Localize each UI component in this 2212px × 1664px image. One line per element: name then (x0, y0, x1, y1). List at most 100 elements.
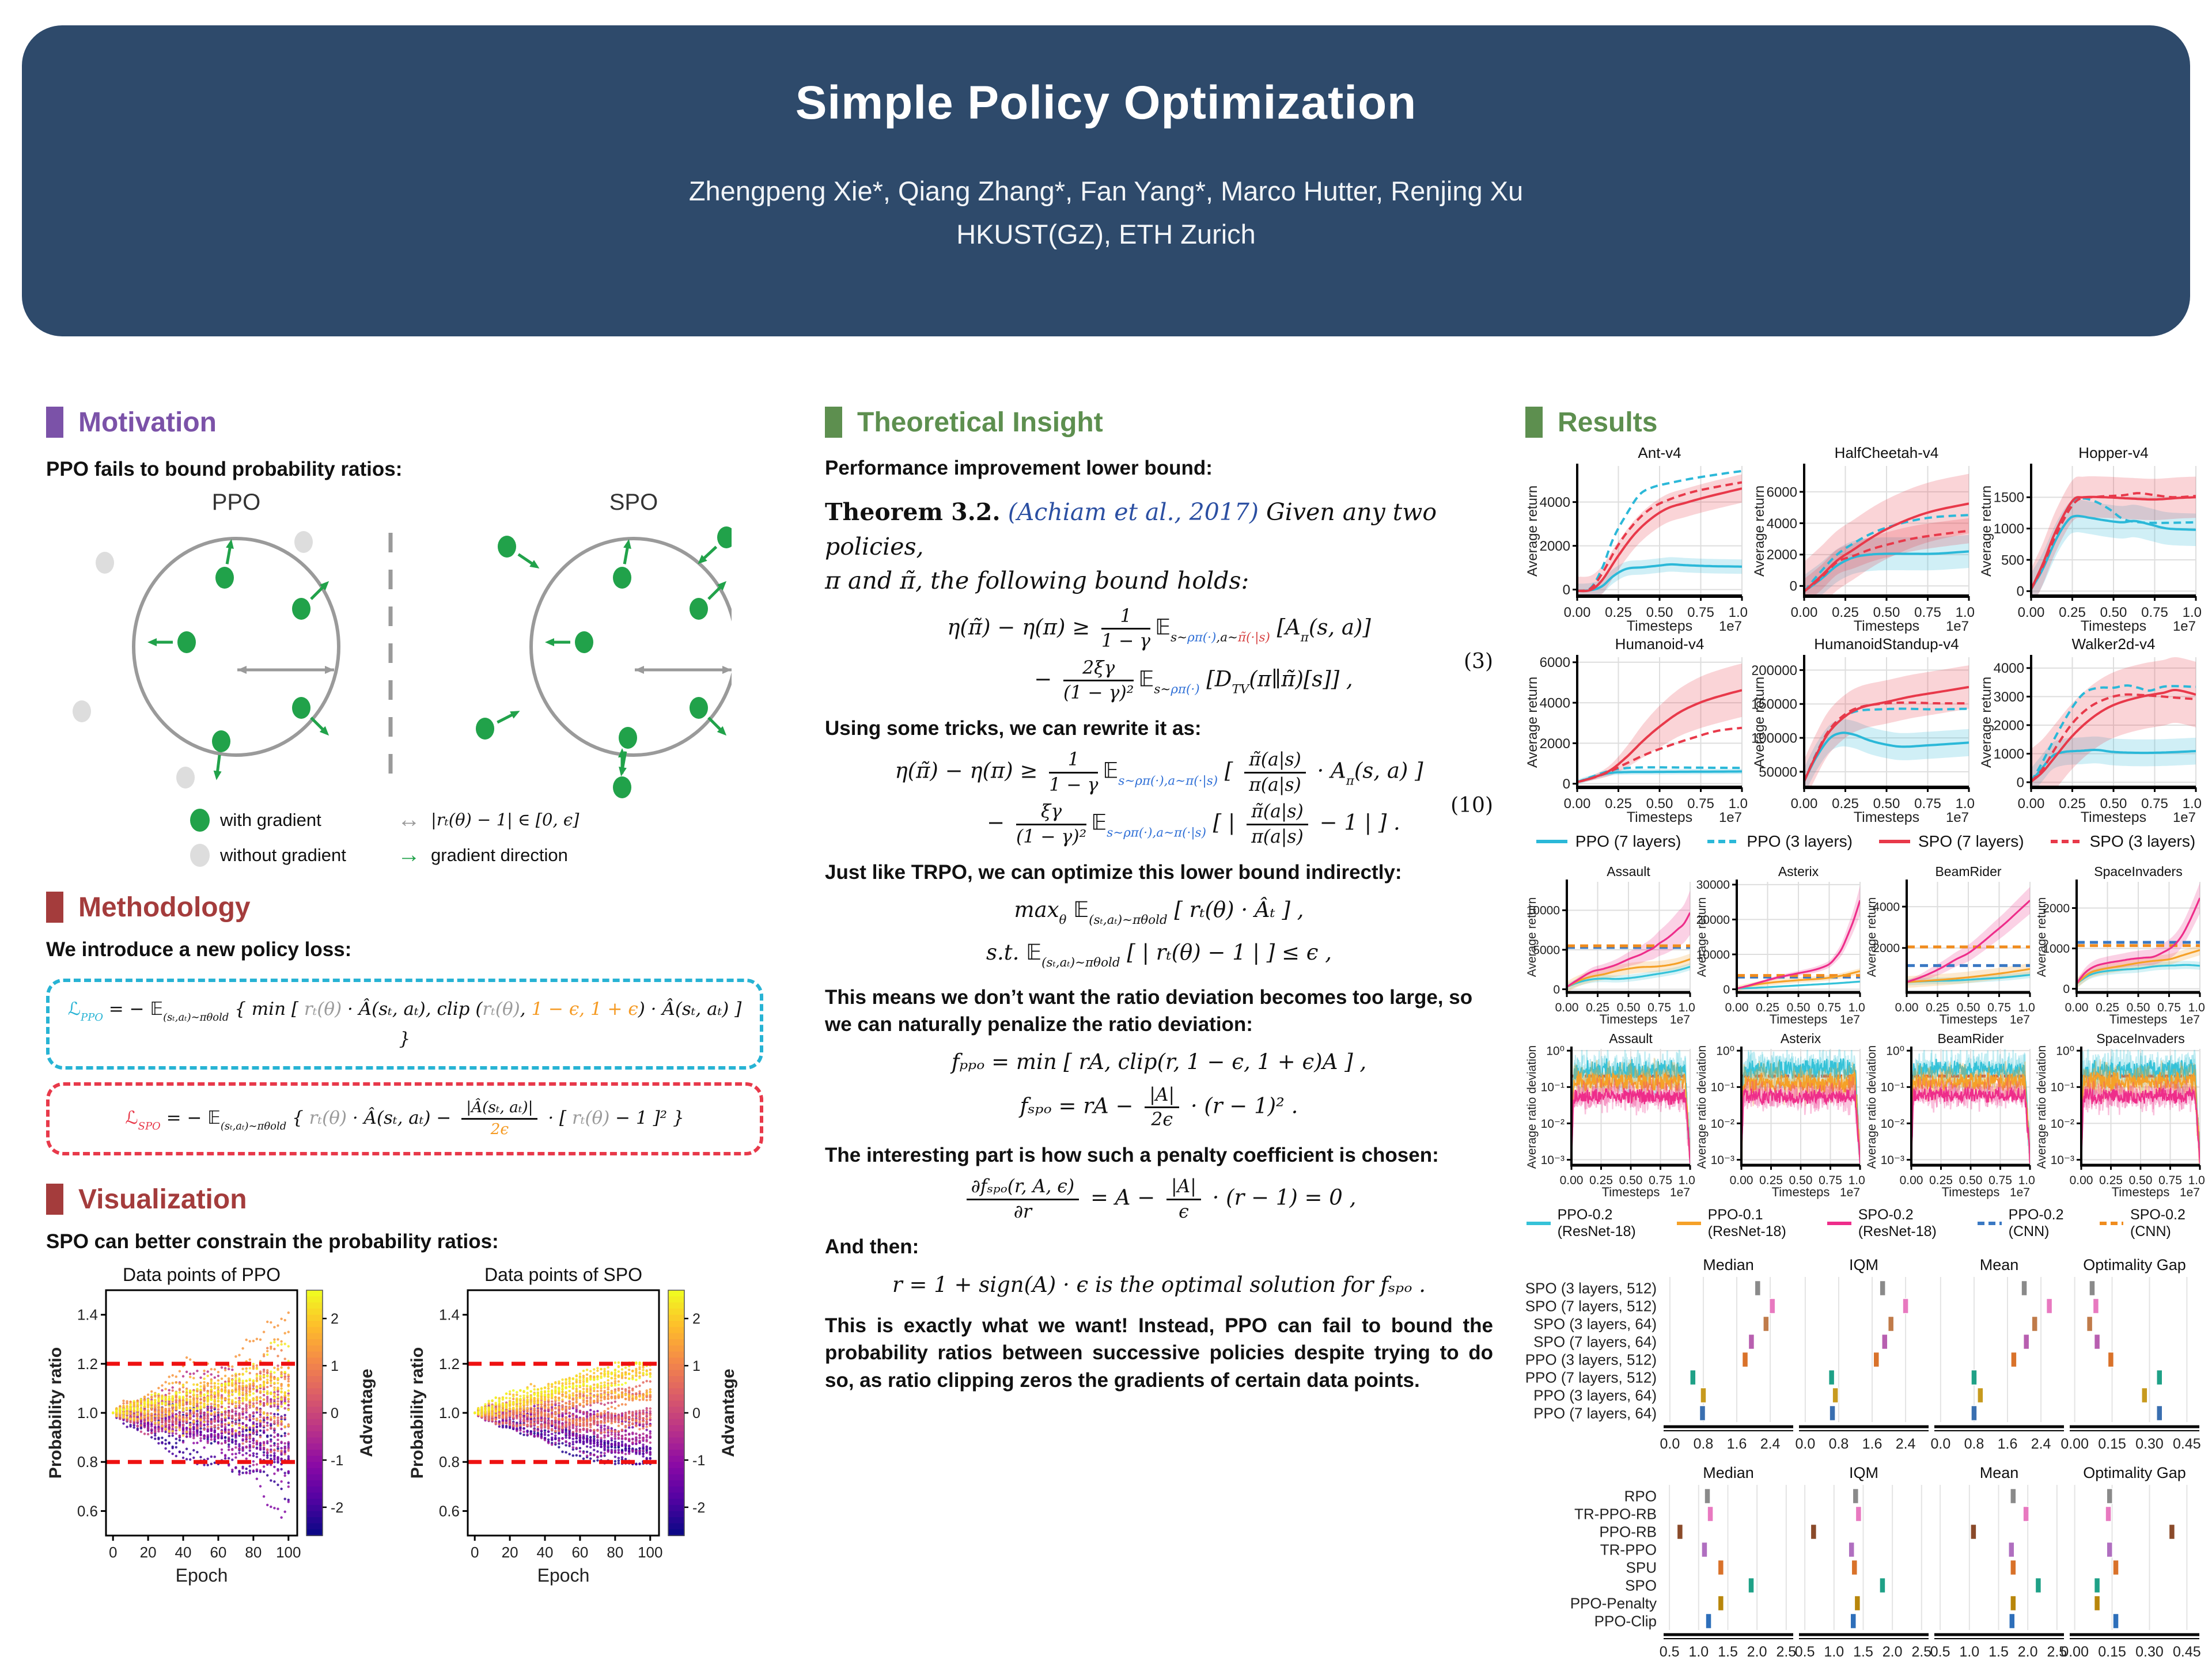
mujoco-legend: PPO (7 layers)PPO (3 layers)SPO (7 layer… (1525, 832, 2205, 851)
chart-humanoidstandup-v4: 0.000.250.500.751.0050000100000150000200… (1752, 638, 1975, 828)
double-arrow-icon: ↔ (397, 807, 421, 833)
section-title: Motivation (78, 407, 217, 438)
svg-text:100: 100 (276, 1544, 301, 1561)
section-marker (825, 407, 842, 438)
aggregate-metrics-baselines-block: RPOTR-PPO-RBPPO-RBTR-PPOSPUSPOPPO-Penalt… (1525, 1465, 2205, 1661)
svg-text:Advantage: Advantage (357, 1369, 376, 1457)
section-theoretical-insight: Theoretical Insight (825, 406, 1493, 438)
atari-ratio-row: 0.000.250.500.751.0010⁰10⁻¹10⁻²10⁻³Times… (1525, 1032, 2205, 1202)
section-methodology: Methodology (46, 891, 763, 923)
left-column: Motivation PPO fails to bound probabilit… (46, 406, 763, 1589)
section-title: Results (1558, 407, 1657, 438)
legend-item: SPO (3 layers) (2050, 832, 2196, 851)
ppo-loss-equation: ℒPPO = − 𝔼(sₜ,aₜ)∼πθold { min [ rₜ(θ) · … (60, 996, 749, 1052)
svg-text:Data points of PPO: Data points of PPO (123, 1266, 281, 1285)
trpo-constrained-objective: maxθ 𝔼(sₜ,aₜ)∼πθold [ rₜ(θ) · Âₜ ] , s.t… (825, 894, 1493, 972)
svg-text:PPO: PPO (212, 490, 260, 515)
chart-walker2d-v4: 0.000.250.500.751.0001000200030004000Tim… (1979, 638, 2202, 828)
svg-text:-1: -1 (331, 1453, 343, 1469)
svg-text:0.6: 0.6 (77, 1503, 98, 1520)
chart-spaceinvaders-ratio: 0.000.250.500.751.0010⁰10⁻¹10⁻²10⁻³Times… (2035, 1032, 2205, 1202)
section-title: Theoretical Insight (857, 407, 1103, 438)
poster-affiliation: HKUST(GZ), ETH Zurich (22, 218, 2190, 250)
section-results: Results (1525, 406, 2205, 438)
section-title: Visualization (78, 1184, 247, 1215)
legend-item-without-gradient: without gradient (190, 842, 397, 868)
svg-text:2: 2 (331, 1311, 339, 1327)
legend-item: SPO (7 layers) (1878, 832, 2024, 851)
mujoco-row-2: 0.000.250.500.751.000200040006000Timeste… (1525, 638, 2205, 828)
chart-beamrider-return: 0.000.250.500.751.0020004000Timesteps1e7… (1865, 865, 2035, 1029)
theory-p5: The interesting part is how such a penal… (825, 1142, 1493, 1169)
chart-halfcheetah-v4: 0.000.250.500.751.000200040006000Timeste… (1752, 446, 1975, 636)
svg-text:1.2: 1.2 (77, 1355, 98, 1373)
chart-asterix-ratio: 0.000.250.500.751.0010⁰10⁻¹10⁻²10⁻³Times… (1695, 1032, 1865, 1202)
motivation-claim: PPO fails to bound probability ratios: (46, 458, 763, 481)
poster-title: Simple Policy Optimization (22, 25, 2190, 130)
svg-text:1.4: 1.4 (77, 1306, 98, 1324)
legend-item-gradient-direction: →gradient direction (397, 842, 639, 868)
citation-achiam-2017: (Achiam et al., 2017) (1008, 498, 1259, 526)
svg-text:40: 40 (175, 1544, 192, 1561)
svg-text:Probability ratio: Probability ratio (46, 1347, 65, 1479)
visualization-claim: SPO can better constrain the probability… (46, 1230, 763, 1253)
poster-authors: Zhengpeng Xie*, Qiang Zhang*, Fan Yang*,… (22, 175, 2190, 207)
svg-text:60: 60 (210, 1544, 226, 1561)
section-visualization: Visualization (46, 1183, 763, 1215)
svg-text:SPO: SPO (609, 490, 658, 515)
legend-item: SPO-0.2 (ResNet-18) (1826, 1207, 1961, 1240)
atari-legend: PPO-0.2 (ResNet-18)PPO-0.1 (ResNet-18)SP… (1525, 1207, 2205, 1240)
chart-beamrider-ratio: 0.000.250.500.751.0010⁰10⁻¹10⁻²10⁻³Times… (1865, 1032, 2035, 1202)
svg-text:1.0: 1.0 (77, 1404, 98, 1422)
legend-item-with-gradient: with gradient (190, 807, 397, 833)
equation-number: (3) (1464, 650, 1493, 673)
theory-p2: Using some tricks, we can rewrite it as: (825, 715, 1493, 742)
svg-text:1: 1 (331, 1358, 339, 1374)
svg-text:20: 20 (140, 1544, 157, 1561)
chart-assault-return: 0.000.250.500.751.000500010000Timesteps1… (1525, 865, 1695, 1029)
ppo-loss-box: ℒPPO = − 𝔼(sₜ,aₜ)∼πθold { min [ rₜ(θ) · … (46, 979, 763, 1070)
legend-item: PPO-0.1 (ResNet-18) (1676, 1207, 1811, 1240)
chart-ant-v4: 0.000.250.500.751.00020004000Timesteps1e… (1525, 446, 1748, 636)
spo-loss-box: ℒSPO = − 𝔼(sₜ,aₜ)∼πθold { rₜ(θ) · Â(sₜ, … (46, 1082, 763, 1155)
theory-p6: And then: (825, 1233, 1493, 1260)
svg-text:Epoch: Epoch (176, 1565, 228, 1586)
svg-text:0.8: 0.8 (77, 1453, 98, 1470)
svg-text:0: 0 (331, 1405, 339, 1422)
svg-text:80: 80 (245, 1544, 262, 1561)
atari-return-row: 0.000.250.500.751.000500010000Timesteps1… (1525, 865, 2205, 1029)
section-marker (46, 1184, 63, 1215)
mujoco-row-1: 0.000.250.500.751.00020004000Timesteps1e… (1525, 446, 2205, 636)
theorem-3-2: Theorem 3.2. (Achiam et al., 2017) Given… (825, 495, 1493, 598)
chart-asterix-return: 0.000.250.500.751.000100002000030000Time… (1695, 865, 1865, 1029)
right-column: Results 0.000.250.500.751.00020004000Tim… (1525, 406, 2205, 1664)
arrow-icon: → (397, 842, 421, 868)
f-spo-equation: fₛₚₒ = rA − |A|2ϵ · (r − 1)² . (825, 1085, 1493, 1130)
section-motivation: Motivation (46, 406, 763, 438)
chart-spaceinvaders-return: 0.000.250.500.751.00010002000Timesteps1e… (2035, 865, 2205, 1029)
legend-item: PPO-0.2 (CNN) (1976, 1207, 2083, 1240)
legend-item-ratio-range: ↔|rₜ(θ) − 1| ∈ [0, ϵ] (397, 807, 639, 833)
section-marker (1525, 407, 1543, 438)
svg-text:0: 0 (109, 1544, 117, 1561)
middle-column: Theoretical Insight Performance improvem… (825, 406, 1493, 1394)
spo-loss-equation: ℒSPO = − 𝔼(sₜ,aₜ)∼πθold { rₜ(θ) · Â(sₜ, … (60, 1100, 749, 1138)
theory-p4: This means we don’t want the ratio devia… (825, 984, 1493, 1038)
legend-item: SPO-0.2 (CNN) (2099, 1207, 2205, 1240)
diagram-legend: with gradient ↔|rₜ(θ) − 1| ∈ [0, ϵ] with… (190, 807, 763, 868)
gray-dot-icon (190, 844, 210, 867)
svg-text:-2: -2 (331, 1500, 343, 1516)
chart-assault-ratio: 0.000.250.500.751.0010⁰10⁻¹10⁻²10⁻³Times… (1525, 1032, 1695, 1202)
legend-item: PPO (3 layers) (1706, 832, 1853, 851)
theory-p1: Performance improvement lower bound: (825, 454, 1493, 482)
derivative-equation: ∂fₛₚₒ(r, A, ϵ)∂r = A − |A|ϵ · (r − 1) = … (825, 1177, 1493, 1222)
f-ppo-equation: fₚₚₒ = min [ rA, clip(r, 1 − ϵ, 1 + ϵ)A … (825, 1046, 1493, 1078)
aggregate-metrics-layers-block: SPO (3 layers, 512)SPO (7 layers, 512)SP… (1525, 1257, 2205, 1453)
chart-humanoid-v4: 0.000.250.500.751.000200040006000Timeste… (1525, 638, 1748, 828)
methodology-intro: We introduce a new policy loss: (46, 938, 763, 961)
theory-p3: Just like TRPO, we can optimize this low… (825, 859, 1493, 886)
